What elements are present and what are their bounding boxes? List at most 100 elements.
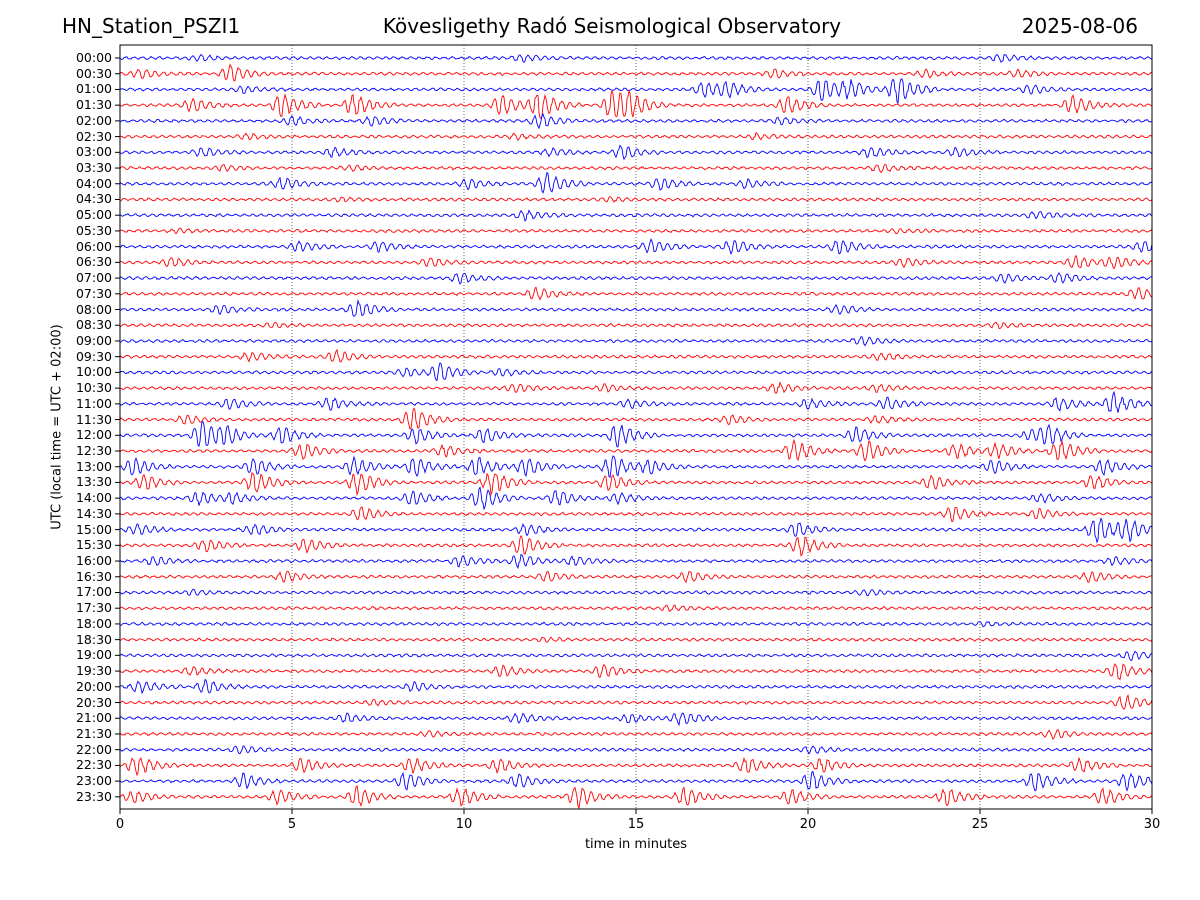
row-time-label: 16:00 xyxy=(75,553,112,569)
trace-1300 xyxy=(119,455,1153,479)
row-time-label: 09:00 xyxy=(75,332,112,348)
record-date: 2025-08-06 xyxy=(1021,14,1138,38)
trace-0530 xyxy=(119,227,1153,235)
trace-0400 xyxy=(119,171,1153,194)
seismic-traces xyxy=(119,53,1153,810)
row-time-label: 08:00 xyxy=(75,301,112,317)
row-time-label: 07:30 xyxy=(75,285,112,301)
row-time-label: 21:00 xyxy=(75,710,112,726)
row-time-label: 08:30 xyxy=(75,317,112,333)
row-time-label: 11:00 xyxy=(75,395,112,411)
trace-1730 xyxy=(119,604,1153,613)
row-time-label: 18:00 xyxy=(75,615,112,631)
trace-0330 xyxy=(119,163,1153,174)
row-time-label: 20:00 xyxy=(75,678,112,694)
trace-2000 xyxy=(119,679,1153,695)
trace-2330 xyxy=(119,785,1153,810)
trace-0030 xyxy=(119,63,1153,82)
trace-1030 xyxy=(119,381,1153,395)
trace-0800 xyxy=(119,298,1153,318)
row-time-label: 23:00 xyxy=(75,773,112,789)
trace-2130 xyxy=(119,729,1153,740)
row-time-label: 14:00 xyxy=(75,490,112,506)
row-time-label: 15:00 xyxy=(75,521,112,537)
trace-1400 xyxy=(119,485,1153,511)
row-time-label: 14:30 xyxy=(75,505,112,521)
row-time-label: 23:30 xyxy=(75,788,112,804)
trace-2230 xyxy=(119,756,1153,777)
x-tick-label: 25 xyxy=(971,817,989,832)
row-time-label: 01:30 xyxy=(75,97,112,113)
trace-0830 xyxy=(119,321,1153,330)
trace-1630 xyxy=(119,570,1153,584)
row-time-label: 03:00 xyxy=(75,144,112,160)
trace-1230 xyxy=(119,438,1153,462)
trace-0100 xyxy=(119,78,1153,105)
trace-0930 xyxy=(119,348,1153,363)
trace-1000 xyxy=(119,362,1153,382)
x-axis-label: time in minutes xyxy=(584,837,688,852)
trace-0430 xyxy=(119,196,1153,203)
row-time-label: 05:00 xyxy=(75,207,112,223)
x-tick-label: 10 xyxy=(455,817,473,832)
row-time-label: 20:30 xyxy=(75,694,112,710)
trace-1430 xyxy=(119,506,1153,523)
vertical-gridlines xyxy=(291,45,981,809)
row-time-label: 21:30 xyxy=(75,725,112,741)
x-axis-ticks xyxy=(115,57,1153,814)
trace-1130 xyxy=(119,407,1153,430)
y-axis-label: UTC (local time = UTC + 02:00) xyxy=(49,324,65,530)
trace-1700 xyxy=(119,588,1153,597)
row-time-label: 00:30 xyxy=(75,65,112,81)
trace-1830 xyxy=(119,636,1153,643)
trace-0500 xyxy=(119,209,1153,222)
row-time-label: 10:00 xyxy=(75,364,112,380)
row-time-label: 11:30 xyxy=(75,411,112,427)
row-time-label: 05:30 xyxy=(75,222,112,238)
row-time-label: 13:30 xyxy=(75,474,112,490)
trace-2200 xyxy=(119,745,1153,755)
trace-0900 xyxy=(119,336,1153,347)
row-time-label: 22:00 xyxy=(75,741,112,757)
x-tick-label: 5 xyxy=(287,817,297,832)
row-time-label: 13:00 xyxy=(75,458,112,474)
trace-1900 xyxy=(119,650,1153,662)
row-time-label: 06:00 xyxy=(75,238,112,254)
trace-1930 xyxy=(119,663,1153,681)
row-time-label: 04:00 xyxy=(75,175,112,191)
row-time-label: 12:00 xyxy=(75,427,112,443)
row-time-label: 10:30 xyxy=(75,380,112,396)
row-time-label: 02:30 xyxy=(75,128,112,144)
row-time-label: 03:30 xyxy=(75,160,112,176)
trace-1500 xyxy=(119,517,1153,544)
trace-2030 xyxy=(119,694,1153,710)
row-time-label: 07:00 xyxy=(75,270,112,286)
trace-1330 xyxy=(119,471,1153,497)
row-time-label: 04:30 xyxy=(75,191,112,207)
row-time-label: 17:00 xyxy=(75,584,112,600)
trace-1600 xyxy=(119,554,1153,570)
trace-1800 xyxy=(119,620,1153,628)
trace-1200 xyxy=(119,421,1153,448)
trace-0200 xyxy=(119,113,1153,130)
row-time-label: 12:30 xyxy=(75,443,112,458)
trace-0300 xyxy=(119,144,1153,161)
chart-title: Kövesligethy Radó Seismological Observat… xyxy=(382,14,842,38)
row-time-label: 19:00 xyxy=(75,647,112,663)
row-time-label: 22:30 xyxy=(75,757,112,773)
row-time-label: 17:30 xyxy=(75,600,112,616)
x-tick-label: 30 xyxy=(1143,817,1161,832)
x-tick-label: 0 xyxy=(115,817,125,832)
trace-0230 xyxy=(119,131,1153,142)
trace-2300 xyxy=(119,771,1153,792)
trace-0130 xyxy=(119,89,1153,120)
row-time-label: 09:30 xyxy=(75,348,112,364)
trace-0000 xyxy=(119,53,1153,63)
row-time-label: 19:30 xyxy=(75,663,112,679)
row-time-label: 06:30 xyxy=(75,254,112,270)
station-name: HN_Station_PSZI1 xyxy=(62,14,241,38)
trace-1100 xyxy=(119,390,1153,413)
trace-0630 xyxy=(119,254,1153,270)
trace-0600 xyxy=(119,238,1153,255)
